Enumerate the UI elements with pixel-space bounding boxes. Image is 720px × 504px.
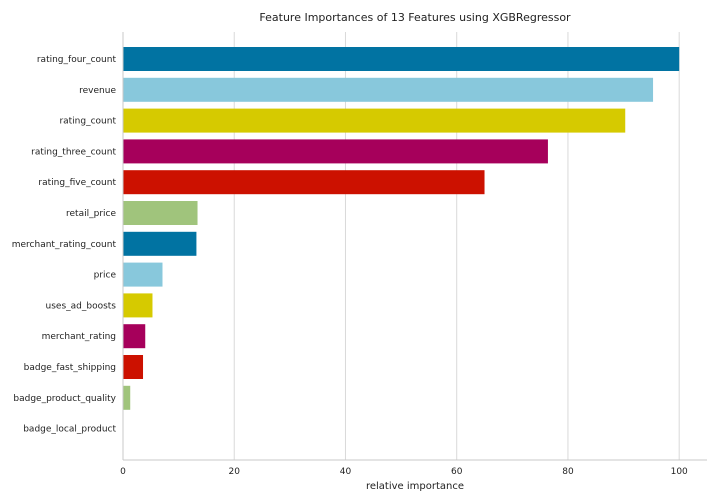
bar-rating-count (123, 108, 626, 133)
x-tick-label: 40 (340, 467, 352, 477)
bar-rating-four-count (123, 47, 680, 71)
category-label: rating_five_count (38, 178, 116, 188)
x-axis-title: relative importance (366, 481, 464, 492)
bars (123, 47, 680, 410)
bar-retail-price (123, 201, 198, 225)
category-label: merchant_rating (42, 332, 116, 342)
category-label: price (94, 271, 117, 281)
category-label: rating_three_count (31, 147, 116, 157)
x-tick-label: 60 (451, 467, 463, 477)
category-label: merchant_rating_count (12, 240, 117, 250)
bar-merchant-rating-count (123, 231, 197, 256)
category-label: rating_four_count (37, 55, 117, 65)
category-label: badge_fast_shipping (24, 363, 116, 373)
chart-title: Feature Importances of 13 Features using… (259, 11, 571, 24)
category-label: retail_price (66, 209, 116, 219)
bar-rating-three-count (123, 139, 548, 164)
x-tick-label: 0 (120, 467, 126, 477)
bar-rating-five-count (123, 170, 485, 195)
category-label: rating_count (59, 117, 116, 127)
bar-uses-ad-boosts (123, 293, 153, 318)
category-label: uses_ad_boosts (46, 301, 117, 311)
bar-revenue (123, 77, 654, 102)
plot-frame (122, 32, 707, 461)
category-label: revenue (79, 86, 116, 96)
x-tick-label: 80 (562, 467, 574, 477)
x-tick-label: 100 (671, 467, 688, 477)
bar-price (123, 262, 163, 287)
x-tick-label: 20 (229, 467, 241, 477)
bar-badge-product-quality (123, 385, 131, 410)
bar-merchant-rating (123, 324, 146, 349)
category-label: badge_product_quality (13, 394, 116, 404)
bar-badge-fast-shipping (123, 355, 144, 379)
category-label: badge_local_product (23, 425, 116, 435)
x-tick-labels: 0 20 40 60 80 100 (120, 467, 688, 477)
